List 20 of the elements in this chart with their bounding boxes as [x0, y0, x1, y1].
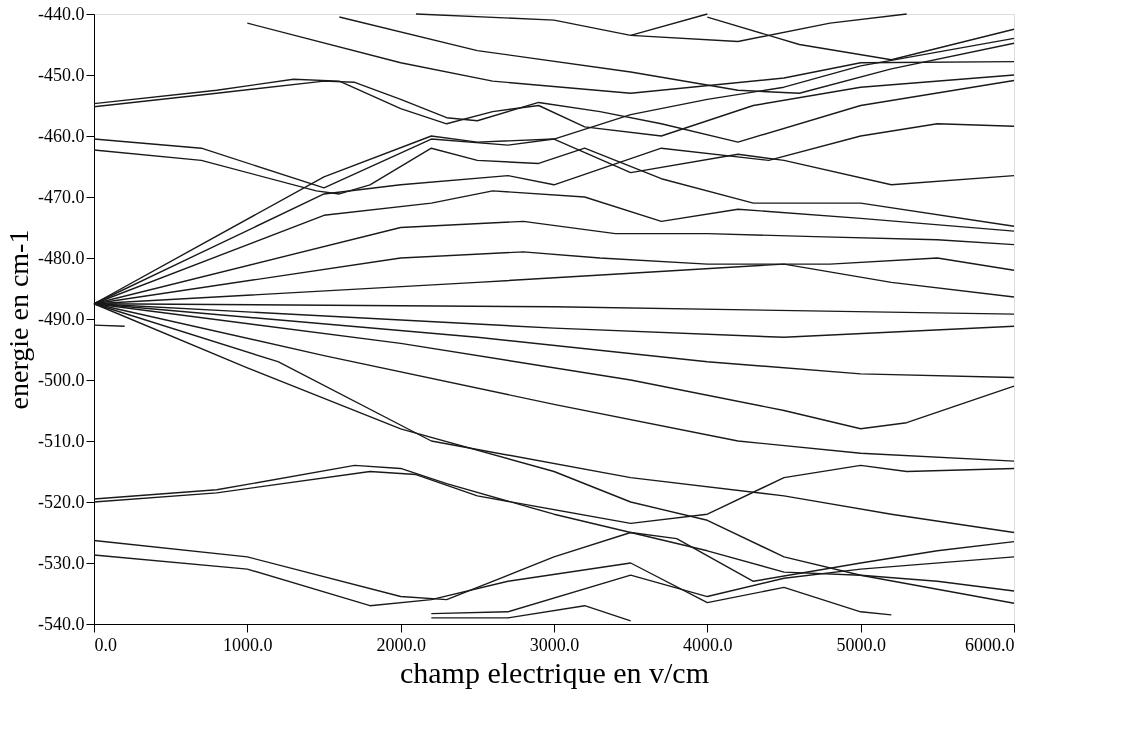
x-axis-title: champ electrique en v/cm — [399, 655, 710, 689]
y-tick-label: -460.0 — [38, 125, 85, 146]
y-tick-label: -470.0 — [38, 186, 85, 207]
x-tick-label: 4000.0 — [683, 634, 733, 655]
y-tick-label: -440.0 — [38, 3, 85, 24]
y-tick-label: -450.0 — [38, 64, 85, 85]
y-tick-label: -490.0 — [38, 308, 85, 329]
x-tick-label: 1000.0 — [223, 634, 273, 655]
y-axis-title: energie en cm-1 — [3, 229, 35, 410]
x-tick-label: 6000.0 — [965, 634, 1015, 655]
y-tick-label: -530.0 — [38, 552, 85, 573]
y-tick-label: -500.0 — [38, 369, 85, 390]
x-tick-label: 3000.0 — [529, 634, 580, 655]
x-tick-label: 5000.0 — [836, 634, 886, 655]
y-tick-label: -540.0 — [38, 613, 85, 634]
x-tick-label: 0.0 — [94, 634, 117, 655]
y-tick-label: -520.0 — [38, 491, 85, 512]
y-tick-label: -480.0 — [38, 247, 85, 268]
y-tick-label: -510.0 — [38, 430, 85, 451]
x-tick-label: 2000.0 — [376, 634, 426, 655]
